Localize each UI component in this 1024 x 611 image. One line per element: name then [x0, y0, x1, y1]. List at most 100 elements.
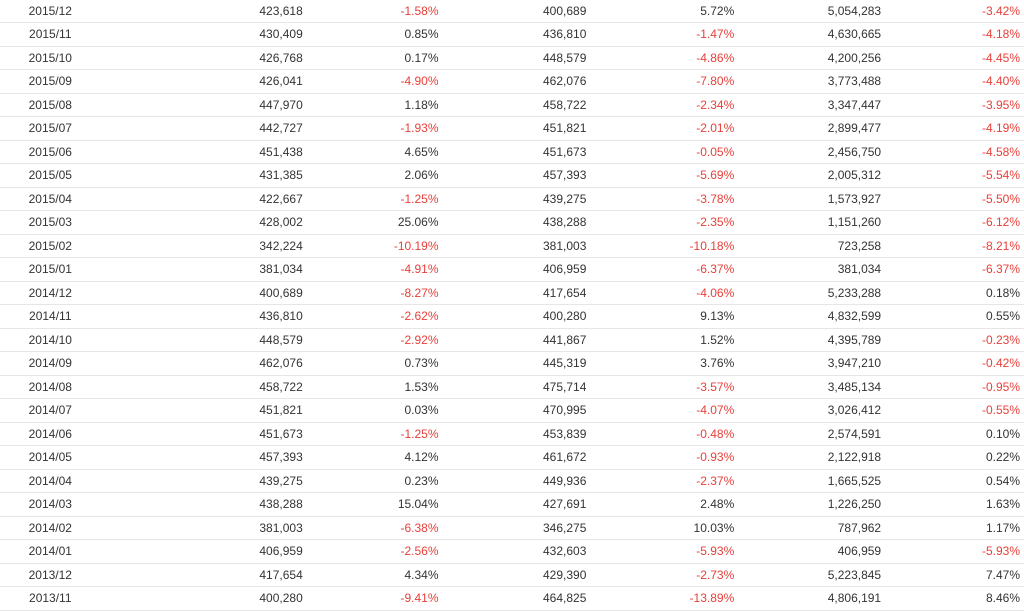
value-b-cell: 381,003: [438, 234, 587, 258]
change-a-cell: -8.27%: [302, 281, 439, 305]
value-a-cell: 448,579: [100, 328, 303, 352]
value-b-cell: 400,280: [438, 304, 587, 329]
change-a-cell: -9.41%: [302, 586, 439, 611]
table-row: 2013/12 417,654 4.34% 429,390 -2.73% 5,223,84…: [0, 563, 1024, 587]
change-b-cell: -4.86%: [586, 46, 735, 70]
cumulative-change-cell: -8.21%: [881, 234, 1024, 258]
change-b-cell: -2.35%: [586, 210, 735, 235]
change-a-cell: -2.62%: [302, 304, 439, 329]
cumulative-change-cell: 1.63%: [881, 492, 1024, 517]
cumulative-cell: 381,034: [734, 257, 882, 282]
value-a-cell: 431,385: [100, 163, 303, 188]
change-a-cell: 4.12%: [302, 445, 439, 470]
table-row: 2014/04 439,275 0.23% 449,936 -2.37% 1,665,52…: [0, 469, 1024, 493]
cumulative-change-cell: -4.19%: [881, 116, 1024, 141]
table-row: 2015/04 422,667 -1.25% 439,275 -3.78% 1,573,9…: [0, 187, 1024, 211]
cumulative-cell: 4,630,665: [734, 22, 882, 47]
cumulative-cell: 787,962: [734, 516, 882, 540]
value-b-cell: 432,603: [438, 539, 587, 564]
month-cell: 2013/12: [0, 563, 101, 587]
month-cell: 2015/04: [0, 187, 101, 211]
value-a-cell: 447,970: [100, 93, 303, 117]
month-cell: 2014/02: [0, 516, 101, 540]
table-row: 2014/01 406,959 -2.56% 432,603 -5.93% 406,959…: [0, 539, 1024, 564]
table-row: 2015/08 447,970 1.18% 458,722 -2.34% 3,347,44…: [0, 93, 1024, 117]
month-cell: 2015/03: [0, 210, 101, 235]
change-b-cell: -0.93%: [586, 445, 735, 470]
table-row: 2013/11 400,280 -9.41% 464,825 -13.89% 4,806,…: [0, 586, 1024, 611]
value-a-cell: 400,280: [100, 586, 303, 611]
table-row: 2015/12 423,618 -1.58% 400,689 5.72% 5,054,28…: [0, 0, 1024, 23]
cumulative-change-cell: 7.47%: [881, 563, 1024, 587]
month-cell: 2014/10: [0, 328, 101, 352]
table-row: 2014/10 448,579 -2.92% 441,867 1.52% 4,395,78…: [0, 328, 1024, 352]
change-b-cell: -2.73%: [586, 563, 735, 587]
value-a-cell: 422,667: [100, 187, 303, 211]
value-b-cell: 441,867: [438, 328, 587, 352]
change-b-cell: -3.57%: [586, 375, 735, 399]
value-a-cell: 438,288: [100, 492, 303, 517]
value-b-cell: 439,275: [438, 187, 587, 211]
month-cell: 2015/06: [0, 140, 101, 164]
table-row: 2014/12 400,689 -8.27% 417,654 -4.06% 5,233,2…: [0, 281, 1024, 305]
cumulative-change-cell: 8.46%: [881, 586, 1024, 611]
cumulative-cell: 4,395,789: [734, 328, 882, 352]
change-b-cell: -5.93%: [586, 539, 735, 564]
month-cell: 2015/10: [0, 46, 101, 70]
cumulative-cell: 3,773,488: [734, 69, 882, 94]
value-b-cell: 451,673: [438, 140, 587, 164]
cumulative-change-cell: -3.42%: [881, 0, 1024, 23]
value-b-cell: 346,275: [438, 516, 587, 540]
cumulative-cell: 4,200,256: [734, 46, 882, 70]
month-cell: 2015/11: [0, 22, 101, 47]
change-a-cell: -2.56%: [302, 539, 439, 564]
cumulative-change-cell: 0.54%: [881, 469, 1024, 493]
change-b-cell: -2.01%: [586, 116, 735, 141]
month-cell: 2015/05: [0, 163, 101, 188]
cumulative-cell: 5,233,288: [734, 281, 882, 305]
change-a-cell: -1.93%: [302, 116, 439, 141]
value-b-cell: 461,672: [438, 445, 587, 470]
cumulative-change-cell: 0.55%: [881, 304, 1024, 329]
value-b-cell: 429,390: [438, 563, 587, 587]
change-b-cell: 3.76%: [586, 351, 735, 376]
month-cell: 2014/11: [0, 304, 101, 329]
change-b-cell: 5.72%: [586, 0, 735, 23]
cumulative-cell: 1,226,250: [734, 492, 882, 517]
value-a-cell: 458,722: [100, 375, 303, 399]
change-a-cell: -6.38%: [302, 516, 439, 540]
table-row: 2014/06 451,673 -1.25% 453,839 -0.48% 2,574,5…: [0, 422, 1024, 446]
change-a-cell: -4.90%: [302, 69, 439, 94]
change-b-cell: -10.18%: [586, 234, 735, 258]
cumulative-cell: 2,574,591: [734, 422, 882, 446]
change-a-cell: 0.03%: [302, 398, 439, 423]
cumulative-cell: 4,806,191: [734, 586, 882, 611]
table-row: 2014/05 457,393 4.12% 461,672 -0.93% 2,122,91…: [0, 445, 1024, 470]
cumulative-change-cell: -6.37%: [881, 257, 1024, 282]
month-cell: 2015/08: [0, 93, 101, 117]
change-b-cell: -4.06%: [586, 281, 735, 305]
cumulative-cell: 3,347,447: [734, 93, 882, 117]
table-row: 2014/11 436,810 -2.62% 400,280 9.13% 4,832,59…: [0, 304, 1024, 329]
cumulative-cell: 2,005,312: [734, 163, 882, 188]
month-cell: 2014/05: [0, 445, 101, 470]
table-row: 2015/09 426,041 -4.90% 462,076 -7.80% 3,773,4…: [0, 69, 1024, 94]
cumulative-change-cell: -4.18%: [881, 22, 1024, 47]
value-b-cell: 448,579: [438, 46, 587, 70]
value-b-cell: 470,995: [438, 398, 587, 423]
cumulative-cell: 4,832,599: [734, 304, 882, 329]
value-a-cell: 451,673: [100, 422, 303, 446]
cumulative-change-cell: -5.93%: [881, 539, 1024, 564]
table-row: 2015/11 430,409 0.85% 436,810 -1.47% 4,630,66…: [0, 22, 1024, 47]
value-a-cell: 451,821: [100, 398, 303, 423]
table-row: 2015/01 381,034 -4.91% 406,959 -6.37% 381,034…: [0, 257, 1024, 282]
value-a-cell: 428,002: [100, 210, 303, 235]
value-b-cell: 451,821: [438, 116, 587, 141]
change-b-cell: 9.13%: [586, 304, 735, 329]
cumulative-change-cell: -5.50%: [881, 187, 1024, 211]
change-a-cell: -1.25%: [302, 422, 439, 446]
change-a-cell: 1.18%: [302, 93, 439, 117]
change-a-cell: 0.85%: [302, 22, 439, 47]
change-a-cell: -2.92%: [302, 328, 439, 352]
